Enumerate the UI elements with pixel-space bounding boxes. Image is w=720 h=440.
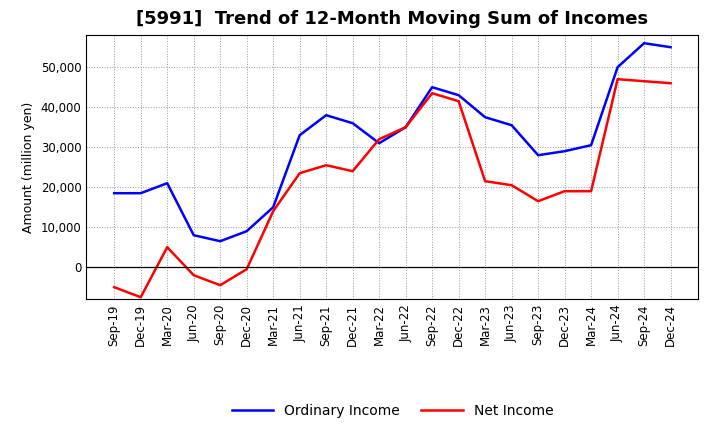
Legend: Ordinary Income, Net Income: Ordinary Income, Net Income (226, 399, 559, 424)
Ordinary Income (243, 228, 251, 234)
Net Income (508, 183, 516, 188)
Ordinary Income (216, 238, 225, 244)
Ordinary Income (508, 123, 516, 128)
Net Income (401, 125, 410, 130)
Ordinary Income (189, 233, 198, 238)
Ordinary Income (136, 191, 145, 196)
Net Income (136, 294, 145, 300)
Net Income (428, 91, 436, 96)
Ordinary Income (163, 180, 171, 186)
Title: [5991]  Trend of 12-Month Moving Sum of Incomes: [5991] Trend of 12-Month Moving Sum of I… (136, 10, 649, 28)
Net Income (454, 99, 463, 104)
Ordinary Income (428, 84, 436, 90)
Ordinary Income (454, 92, 463, 98)
Net Income (216, 282, 225, 288)
Ordinary Income (269, 205, 277, 210)
Net Income (110, 285, 119, 290)
Net Income (348, 169, 357, 174)
Net Income (243, 267, 251, 272)
Ordinary Income (322, 113, 330, 118)
Net Income (481, 179, 490, 184)
Net Income (613, 77, 622, 82)
Ordinary Income (110, 191, 119, 196)
Net Income (666, 81, 675, 86)
Ordinary Income (401, 125, 410, 130)
Ordinary Income (666, 44, 675, 50)
Net Income (189, 272, 198, 278)
Net Income (295, 171, 304, 176)
Ordinary Income (295, 132, 304, 138)
Ordinary Income (348, 121, 357, 126)
Ordinary Income (613, 65, 622, 70)
Net Income (640, 79, 649, 84)
Net Income (560, 189, 569, 194)
Ordinary Income (375, 140, 384, 146)
Ordinary Income (587, 143, 595, 148)
Ordinary Income (481, 114, 490, 120)
Net Income (269, 209, 277, 214)
Ordinary Income (640, 40, 649, 46)
Net Income (322, 162, 330, 168)
Net Income (534, 198, 542, 204)
Net Income (163, 245, 171, 250)
Line: Ordinary Income: Ordinary Income (114, 43, 670, 241)
Net Income (587, 189, 595, 194)
Net Income (375, 136, 384, 142)
Y-axis label: Amount (million yen): Amount (million yen) (22, 102, 35, 233)
Line: Net Income: Net Income (114, 79, 670, 297)
Ordinary Income (560, 149, 569, 154)
Ordinary Income (534, 153, 542, 158)
